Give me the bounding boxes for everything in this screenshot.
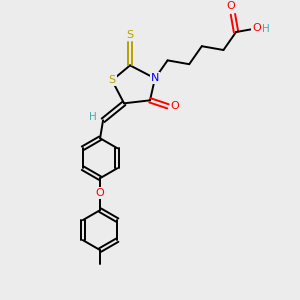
Text: O: O [96, 188, 104, 198]
Text: N: N [151, 74, 159, 83]
Text: O: O [252, 22, 261, 33]
Text: O: O [226, 1, 235, 11]
Text: O: O [171, 101, 179, 111]
Text: S: S [127, 30, 134, 40]
Text: S: S [109, 75, 116, 85]
Text: H: H [89, 112, 97, 122]
Text: H: H [262, 24, 270, 34]
